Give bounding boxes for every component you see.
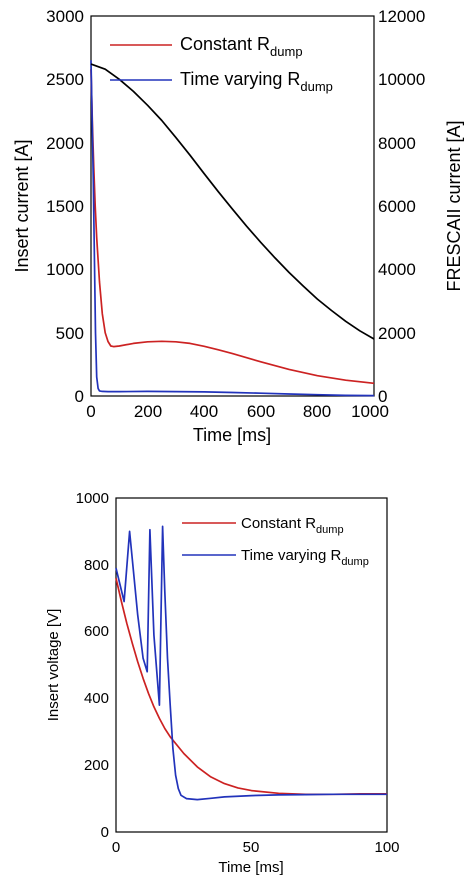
top-legend-label-varying-main: Time varying R <box>180 69 300 89</box>
bottom-legend: Constant Rdump Time varying Rdump <box>182 515 369 568</box>
bottom-x-tick-label: 0 <box>112 839 120 856</box>
bottom-legend-label-constant-sub: dump <box>316 524 344 536</box>
top-chart: 0 500 1000 1500 2000 2500 3000 0 2000 40… <box>12 7 464 445</box>
top-y-tick-label: 3000 <box>46 7 84 26</box>
bottom-y-ticks: 0 200 400 600 800 1000 <box>76 490 109 841</box>
top-x-tick-label: 800 <box>303 402 331 421</box>
top-series-line-1 <box>90 60 375 397</box>
top-x-tick-label: 400 <box>190 402 218 421</box>
bottom-y-tick-label: 800 <box>84 557 109 574</box>
bottom-y-tick-label: 0 <box>101 824 109 841</box>
bottom-y-axis-label: Insert voltage [V] <box>45 609 62 722</box>
top-legend-label-varying-sub: dump <box>300 79 333 94</box>
top-x-ticks: 0 200 400 600 800 1000 <box>86 402 389 421</box>
top-legend-label-constant-sub: dump <box>270 44 303 59</box>
bottom-legend-label-constant: Constant Rdump <box>241 515 344 536</box>
top-right-y-tick-label: 8000 <box>378 134 416 153</box>
bottom-x-ticks: 0 50 100 <box>112 839 400 856</box>
bottom-series-line-1 <box>115 525 387 801</box>
bottom-y-tick-label: 1000 <box>76 490 109 507</box>
top-y-axis-label: Insert current [A] <box>12 139 32 272</box>
top-x-tick-label: 200 <box>134 402 162 421</box>
top-legend: Constant Rdump Time varying Rdump <box>110 34 333 94</box>
top-legend-label-constant: Constant Rdump <box>180 34 303 59</box>
top-y-tick-label: 500 <box>56 324 84 343</box>
top-series-group <box>90 60 375 397</box>
top-right-y-tick-label: 2000 <box>378 324 416 343</box>
top-y-tick-label: 1500 <box>46 197 84 216</box>
bottom-x-tick-label: 100 <box>374 839 399 856</box>
top-right-y-tick-label: 12000 <box>378 7 425 26</box>
top-y-tick-label: 1000 <box>46 260 84 279</box>
top-right-y-ticks: 0 2000 4000 6000 8000 10000 12000 <box>378 7 425 406</box>
bottom-y-tick-label: 200 <box>84 757 109 774</box>
bottom-plot-frame <box>115 497 388 833</box>
top-y-tick-label: 2500 <box>46 70 84 89</box>
bottom-y-tick-label: 400 <box>84 690 109 707</box>
bottom-x-axis-label: Time [ms] <box>218 859 283 876</box>
top-right-y-tick-label: 4000 <box>378 260 416 279</box>
top-legend-label-varying: Time varying Rdump <box>180 69 333 94</box>
bottom-legend-label-varying: Time varying Rdump <box>241 547 369 568</box>
top-plot-frame <box>90 15 375 397</box>
top-series-line-2 <box>90 63 375 340</box>
top-x-tick-label: 600 <box>247 402 275 421</box>
top-y-tick-label: 2000 <box>46 134 84 153</box>
top-x-tick-label: 1000 <box>351 402 389 421</box>
top-right-y-tick-label: 0 <box>378 387 387 406</box>
bottom-series-line-0 <box>115 578 387 796</box>
bottom-legend-label-varying-sub: dump <box>341 556 369 568</box>
top-right-y-axis-label: FRESCAII current [A] <box>444 120 464 291</box>
bottom-chart: 0 200 400 600 800 1000 0 50 100 Time [ms… <box>45 490 400 876</box>
top-right-y-tick-label: 6000 <box>378 197 416 216</box>
top-series-line-0 <box>90 69 375 385</box>
bottom-y-tick-label: 600 <box>84 623 109 640</box>
top-legend-label-constant-main: Constant R <box>180 34 270 54</box>
bottom-legend-label-varying-main: Time varying R <box>241 547 341 564</box>
top-y-tick-label: 0 <box>75 387 84 406</box>
bottom-legend-label-constant-main: Constant R <box>241 515 316 532</box>
bottom-series-group <box>115 525 387 801</box>
top-x-tick-label: 0 <box>86 402 95 421</box>
top-right-y-tick-label: 10000 <box>378 70 425 89</box>
bottom-x-tick-label: 50 <box>243 839 260 856</box>
top-y-ticks: 0 500 1000 1500 2000 2500 3000 <box>46 7 84 406</box>
top-x-axis-label: Time [ms] <box>193 425 271 445</box>
